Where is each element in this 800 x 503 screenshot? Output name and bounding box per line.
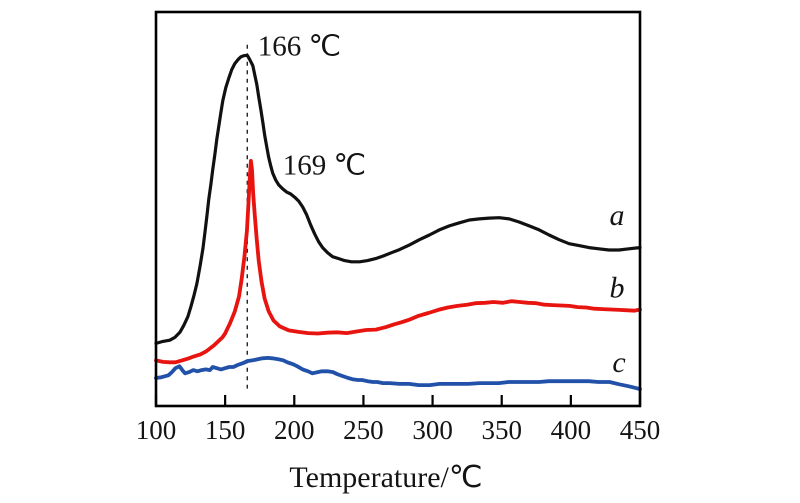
- curve-a: [154, 53, 642, 345]
- x-tick-label-150: 150: [205, 415, 246, 445]
- series-label-c: c: [612, 346, 625, 379]
- plot-frame: [154, 10, 642, 408]
- peak-label-1: 169 ℃: [283, 149, 366, 181]
- x-axis-title: Temperature/℃: [289, 461, 482, 494]
- x-tick-label-250: 250: [343, 415, 384, 445]
- curve-c: [154, 355, 642, 392]
- peak-label-0: 166 ℃: [258, 31, 341, 63]
- x-tick-label-300: 300: [412, 415, 453, 445]
- series-label-b: b: [610, 272, 625, 305]
- x-tick-label-100: 100: [136, 415, 177, 445]
- x-tick-label-200: 200: [274, 415, 315, 445]
- curve-b: [154, 158, 642, 365]
- x-tick-label-400: 400: [551, 415, 592, 445]
- series-label-a: a: [610, 199, 625, 232]
- x-tick-label-450: 450: [620, 415, 661, 445]
- x-tick-label-350: 350: [481, 415, 522, 445]
